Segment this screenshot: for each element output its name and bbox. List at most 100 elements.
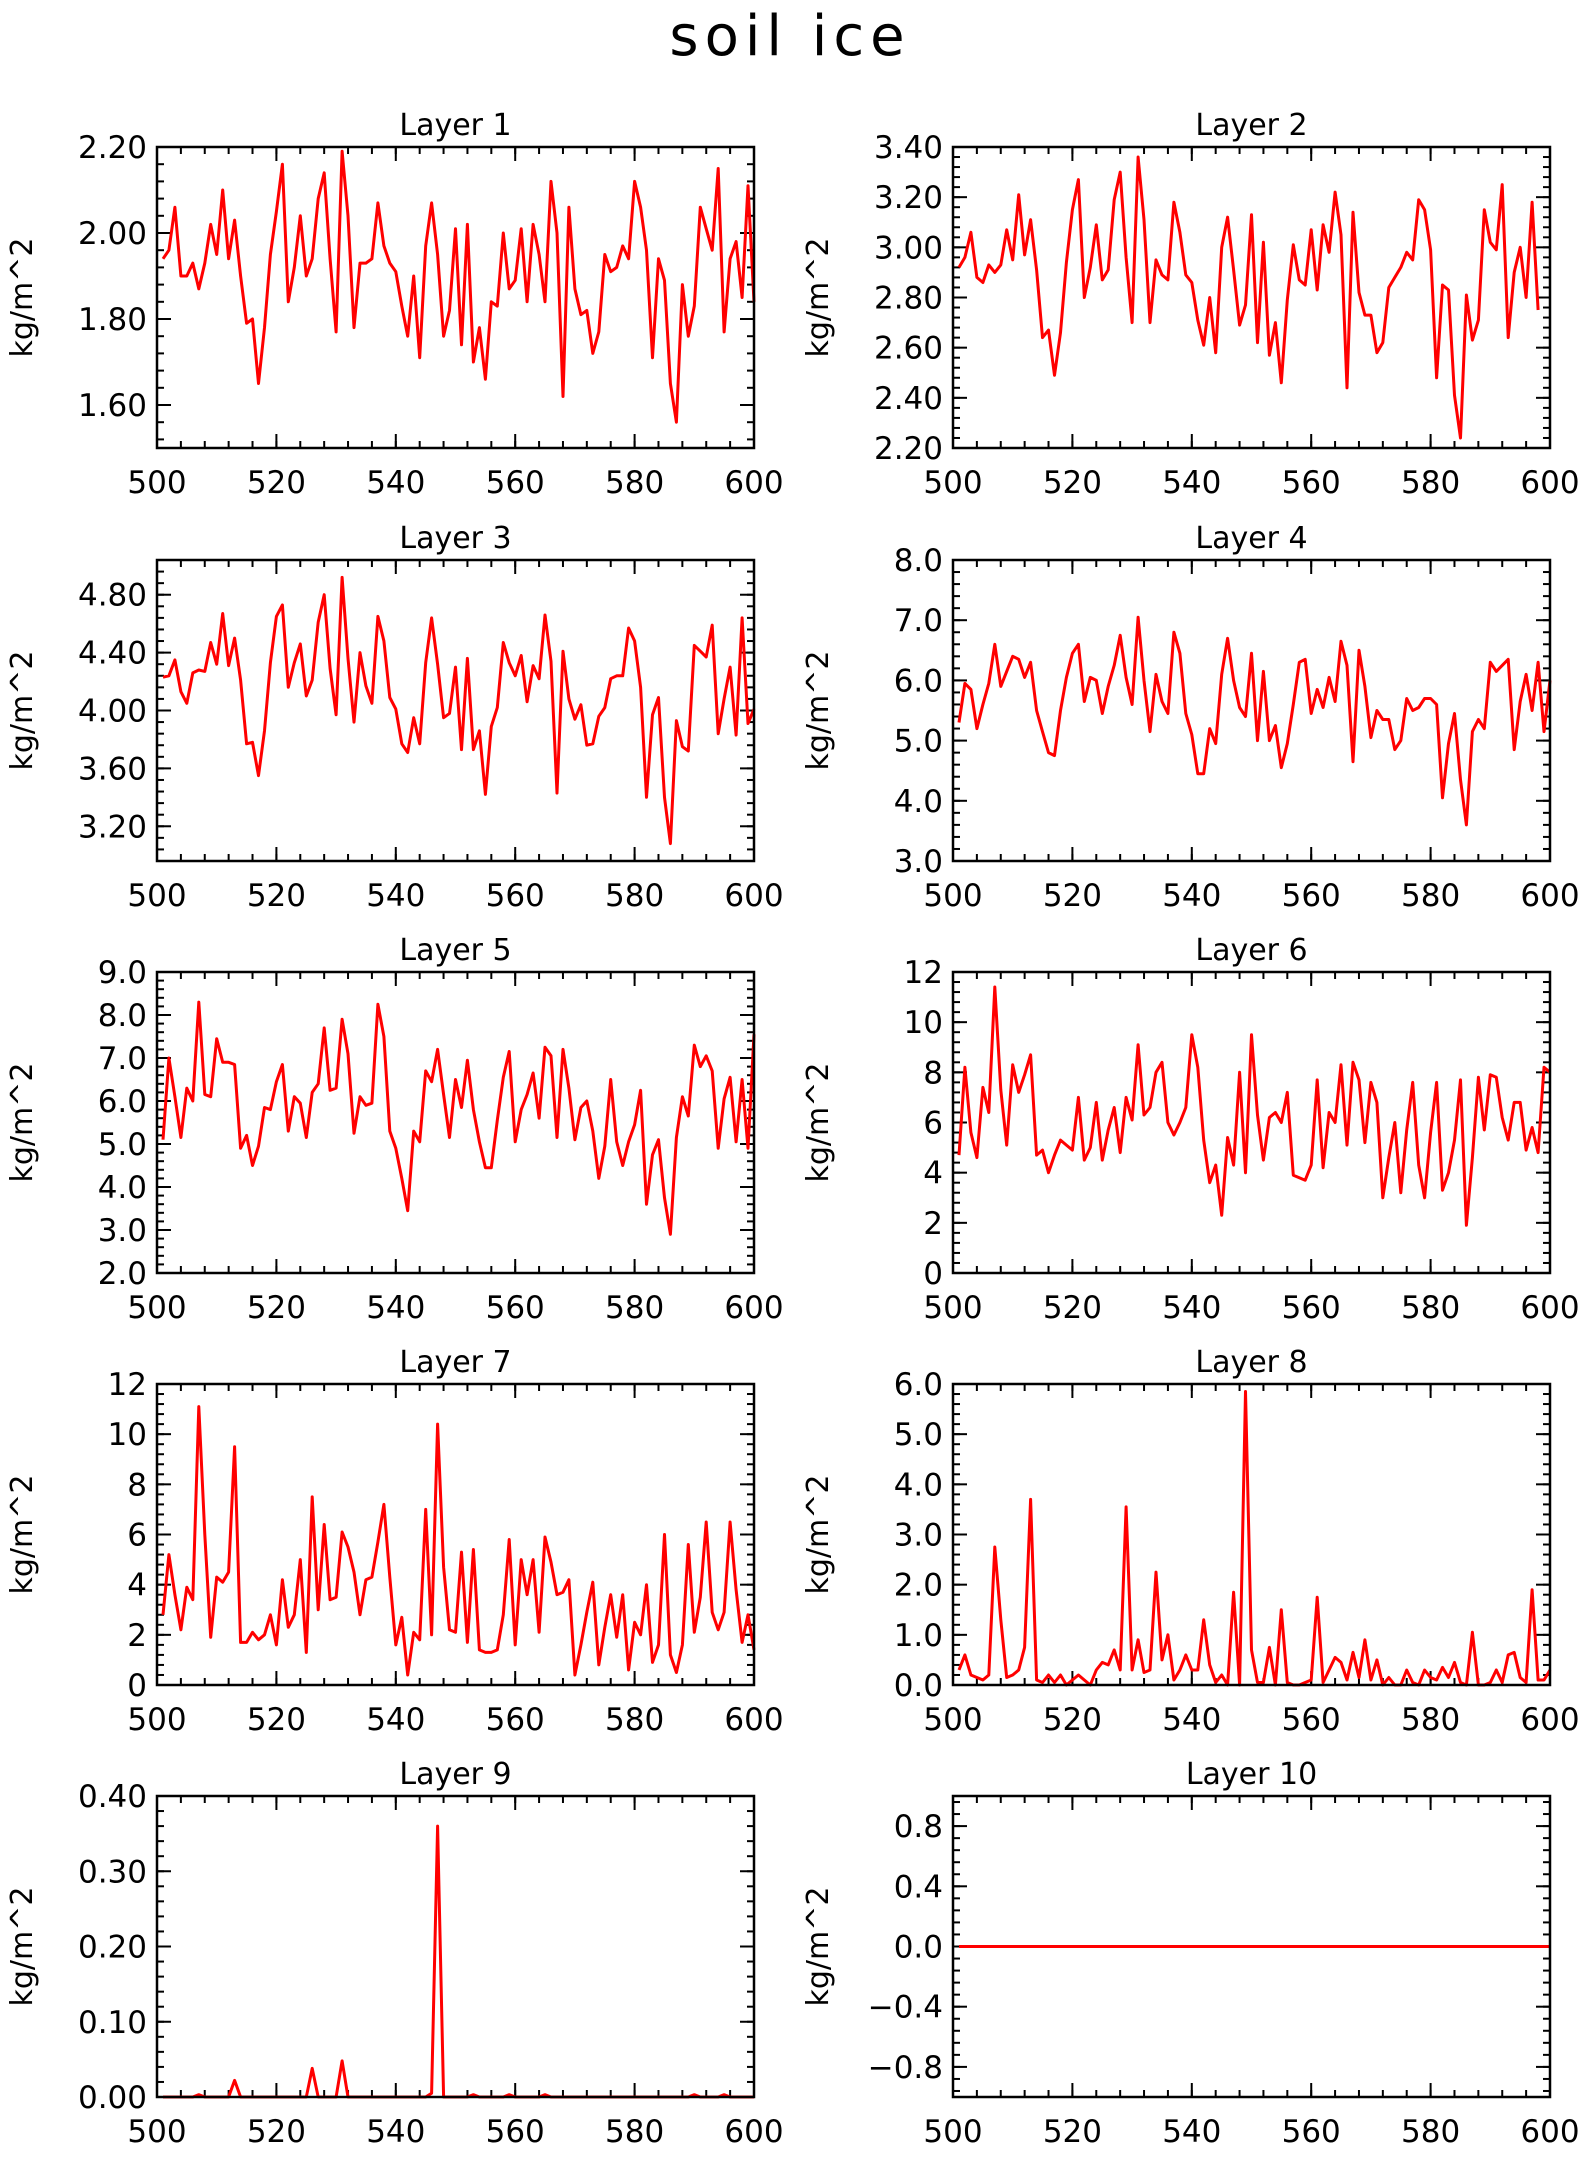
x-tick-label: 500 bbox=[923, 1702, 982, 1738]
y-axis-label: kg/m^2 bbox=[801, 1475, 836, 1595]
x-tick-label: 520 bbox=[1043, 878, 1102, 914]
x-tick-label: 580 bbox=[605, 878, 664, 914]
y-tick-label: 3.0 bbox=[894, 1518, 943, 1554]
x-tick-label: 580 bbox=[605, 1290, 664, 1326]
y-tick-label: 0.20 bbox=[78, 1930, 147, 1966]
x-tick-label: 500 bbox=[127, 2114, 186, 2150]
panel-9: Layer 9 kg/m^2 500 520 540 560 580 600 0.00 0.10 0… bbox=[5, 1757, 784, 2150]
x-tick-label: 580 bbox=[1401, 2114, 1460, 2150]
y-tick-label: 12 bbox=[108, 1367, 147, 1403]
y-tick-label: 6 bbox=[127, 1518, 147, 1554]
y-tick-label: 4.0 bbox=[894, 1467, 943, 1503]
x-tick-label: 520 bbox=[1043, 2114, 1102, 2150]
x-tick-label: 500 bbox=[127, 878, 186, 914]
x-tick-label: 580 bbox=[605, 2114, 664, 2150]
series-line bbox=[161, 1405, 756, 1677]
x-tick-label: 500 bbox=[127, 465, 186, 501]
x-tick-label: 520 bbox=[247, 465, 306, 501]
x-tick-label: 560 bbox=[486, 1290, 545, 1326]
y-tick-label: 6.0 bbox=[894, 1367, 943, 1403]
y-tick-label: 8.0 bbox=[894, 543, 943, 579]
x-tick-label: 580 bbox=[605, 1702, 664, 1738]
series-line bbox=[163, 1824, 754, 2099]
x-tick-label: 600 bbox=[724, 1702, 783, 1738]
y-tick-label: 2.40 bbox=[874, 381, 943, 417]
y-tick-label: 5.0 bbox=[98, 1127, 147, 1163]
x-tick-label: 520 bbox=[247, 1290, 306, 1326]
x-tick-label: 580 bbox=[1401, 878, 1460, 914]
panel-title: Layer 1 bbox=[399, 108, 511, 143]
y-tick-label: 4.40 bbox=[78, 636, 147, 672]
x-tick-label: 500 bbox=[923, 1290, 982, 1326]
plot-frame bbox=[951, 1794, 1552, 2099]
x-tick-label: 600 bbox=[724, 878, 783, 914]
y-tick-label: 7.0 bbox=[894, 603, 943, 639]
plot-frame bbox=[951, 1382, 1552, 1687]
panel-title: Layer 3 bbox=[399, 521, 511, 556]
panel-title: Layer 2 bbox=[1195, 108, 1307, 143]
panel-title: Layer 5 bbox=[399, 933, 511, 968]
series-line bbox=[162, 575, 756, 846]
x-tick-label: 540 bbox=[1162, 878, 1221, 914]
x-tick-label: 580 bbox=[605, 465, 664, 501]
panel-3: Layer 3 kg/m^2 500 520 540 560 580 600 3.20 3.60 4… bbox=[5, 521, 784, 914]
y-tick-label: 0.10 bbox=[78, 2005, 147, 2041]
y-tick-label: 3.0 bbox=[98, 1213, 147, 1249]
series-line bbox=[957, 1390, 1552, 1687]
y-tick-label: 0.4 bbox=[894, 1869, 943, 1905]
x-tick-label: 600 bbox=[724, 1290, 783, 1326]
panel-6: Layer 6 kg/m^2 500 520 540 560 580 600 0 2 4 6 8 10 12 bbox=[801, 933, 1580, 1326]
y-tick-label: 0.8 bbox=[894, 1809, 943, 1845]
x-tick-label: 540 bbox=[366, 1702, 425, 1738]
x-tick-label: 560 bbox=[1282, 1702, 1341, 1738]
x-tick-label: 520 bbox=[247, 1702, 306, 1738]
y-tick-label: 10 bbox=[904, 1005, 943, 1041]
x-tick-label: 560 bbox=[1282, 1290, 1341, 1326]
panel-4: Layer 4 kg/m^2 500 520 540 560 580 600 3.0 4.0 5.0… bbox=[801, 521, 1580, 914]
x-tick-label: 500 bbox=[127, 1702, 186, 1738]
y-tick-label: 4.0 bbox=[894, 784, 943, 820]
y-tick-label: 0 bbox=[127, 1668, 147, 1704]
y-tick-label: 4.0 bbox=[98, 1170, 147, 1206]
figure-title: soil ice bbox=[669, 4, 910, 69]
panel-2: Layer 2 kg/m^2 500 520 540 560 580 600 2.20 2.40 2… bbox=[801, 108, 1580, 501]
y-tick-label: 0.0 bbox=[894, 1930, 943, 1966]
panel-title: Layer 4 bbox=[1195, 521, 1307, 556]
y-tick-label: 2.00 bbox=[78, 216, 147, 252]
x-tick-label: 600 bbox=[724, 465, 783, 501]
x-tick-label: 560 bbox=[1282, 465, 1341, 501]
plot-frame bbox=[951, 558, 1552, 863]
x-tick-label: 560 bbox=[486, 2114, 545, 2150]
plot-frame bbox=[155, 1794, 756, 2099]
y-tick-label: 3.00 bbox=[874, 230, 943, 266]
y-tick-label: 2.0 bbox=[894, 1568, 943, 1604]
x-tick-label: 500 bbox=[923, 878, 982, 914]
y-tick-label: 1.60 bbox=[78, 388, 147, 424]
x-tick-label: 600 bbox=[1520, 1290, 1579, 1326]
y-tick-label: 3.20 bbox=[78, 809, 147, 845]
plot-frame bbox=[951, 970, 1552, 1275]
x-tick-label: 560 bbox=[486, 1702, 545, 1738]
y-axis-label: kg/m^2 bbox=[5, 238, 40, 358]
x-tick-label: 560 bbox=[486, 878, 545, 914]
x-tick-label: 540 bbox=[1162, 1702, 1221, 1738]
y-tick-label: 2.80 bbox=[874, 281, 943, 317]
panel-1: Layer 1 kg/m^2 500 520 540 560 580 600 1.60 1.80 2… bbox=[5, 108, 784, 501]
x-tick-label: 560 bbox=[1282, 878, 1341, 914]
x-tick-label: 500 bbox=[923, 2114, 982, 2150]
y-tick-label: 4.80 bbox=[78, 578, 147, 614]
x-tick-label: 540 bbox=[366, 465, 425, 501]
y-tick-label: 9.0 bbox=[98, 955, 147, 991]
panel-title: Layer 8 bbox=[1195, 1345, 1307, 1380]
x-tick-label: 540 bbox=[1162, 1290, 1221, 1326]
x-tick-label: 600 bbox=[1520, 2114, 1579, 2150]
panel-10: Layer 10 kg/m^2 500 520 540 560 580 600 −0.8 −0.4… bbox=[801, 1757, 1580, 2150]
y-tick-label: 6.0 bbox=[98, 1084, 147, 1120]
y-tick-label: 1.80 bbox=[78, 302, 147, 338]
y-tick-label: 8 bbox=[127, 1467, 147, 1503]
x-tick-label: 600 bbox=[724, 2114, 783, 2150]
x-tick-label: 540 bbox=[366, 1290, 425, 1326]
y-axis-label: kg/m^2 bbox=[801, 651, 836, 771]
x-tick-label: 540 bbox=[366, 2114, 425, 2150]
